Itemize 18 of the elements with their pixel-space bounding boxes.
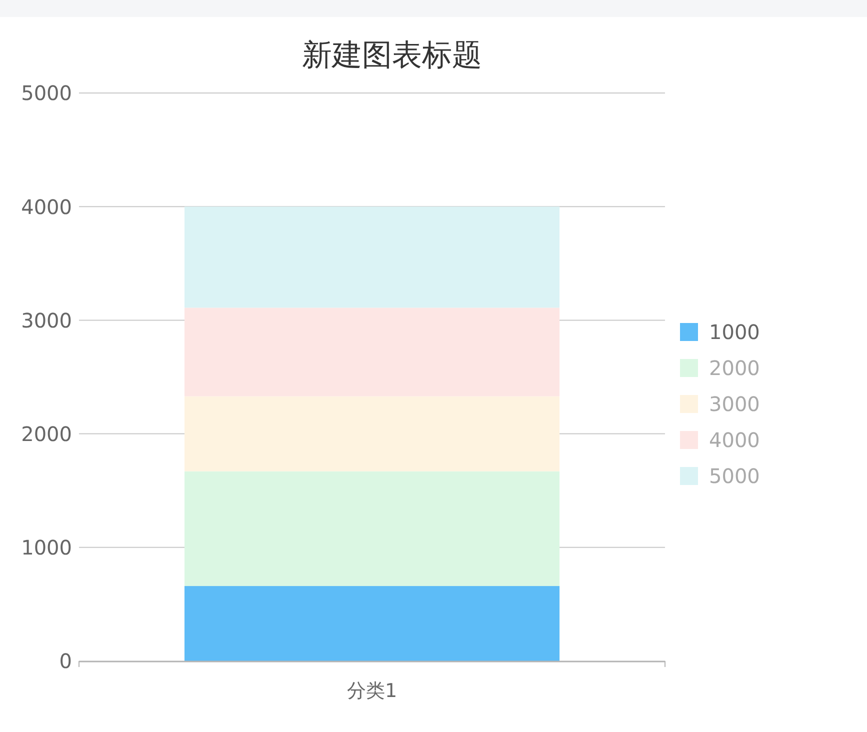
y-tick-label: 2000 (21, 422, 72, 446)
bar (184, 206, 560, 308)
y-tick-label: 1000 (21, 536, 72, 560)
legend-label: 2000 (709, 356, 760, 380)
legend-label: 1000 (709, 320, 760, 344)
y-tick-label: 3000 (21, 308, 72, 332)
bar (184, 586, 560, 661)
bar (184, 471, 560, 586)
bar (184, 308, 560, 396)
legend-label: 4000 (709, 428, 760, 452)
x-tick-label: 分类1 (346, 680, 398, 702)
y-tick-label: 5000 (21, 81, 72, 106)
legend-label: 3000 (709, 392, 760, 416)
legend-label: 5000 (709, 464, 760, 488)
chart-title: 新建图表标题 (302, 38, 482, 73)
bar (184, 396, 560, 472)
y-tick-label: 4000 (21, 194, 72, 219)
y-tick-label: 0 (59, 649, 72, 674)
